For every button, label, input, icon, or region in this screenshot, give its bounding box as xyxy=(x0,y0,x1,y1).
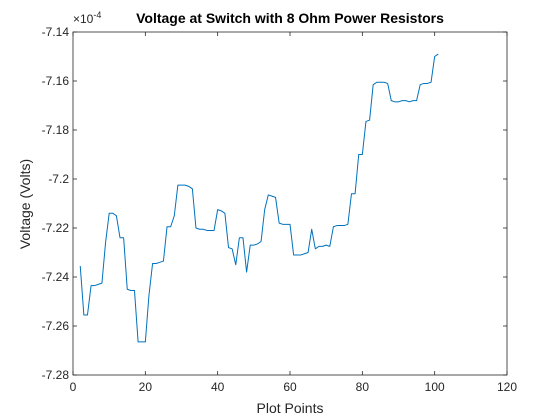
x-tick-label: 0 xyxy=(70,380,77,394)
y-tick-label: -7.16 xyxy=(42,74,70,88)
plot-area-box xyxy=(72,31,508,376)
x-tick-label: 100 xyxy=(425,380,445,394)
y-tick-label: -7.26 xyxy=(42,319,70,333)
y-axis-exponent: ×10-4 xyxy=(73,10,101,26)
y-tick-label: -7.28 xyxy=(42,368,70,382)
x-axis-label: Plot Points xyxy=(257,400,324,416)
y-tick-label: -7.18 xyxy=(42,123,70,137)
x-tick-label: 120 xyxy=(497,380,517,394)
axes: 0 20 40 60 80 100 120 -7.28 -7.26 -7.24 -7.22 -7.2 -… xyxy=(42,25,518,394)
y-axis-label: Voltage (Volts) xyxy=(17,159,33,249)
y-tick-label: -7.24 xyxy=(42,270,70,284)
x-tick-label: 60 xyxy=(283,380,297,394)
x-tick-label: 20 xyxy=(139,380,153,394)
y-tick-label: -7.2 xyxy=(48,172,69,186)
y-tick-label: -7.14 xyxy=(42,25,70,39)
y-exponent-power: -4 xyxy=(93,10,101,20)
y-tick-label: -7.22 xyxy=(42,221,70,235)
series-line xyxy=(79,53,439,343)
y-exponent-base: ×10 xyxy=(73,12,94,26)
x-tick-label: 40 xyxy=(211,380,225,394)
chart-title: Voltage at Switch with 8 Ohm Power Resis… xyxy=(136,10,444,26)
x-tick-label: 80 xyxy=(356,380,370,394)
